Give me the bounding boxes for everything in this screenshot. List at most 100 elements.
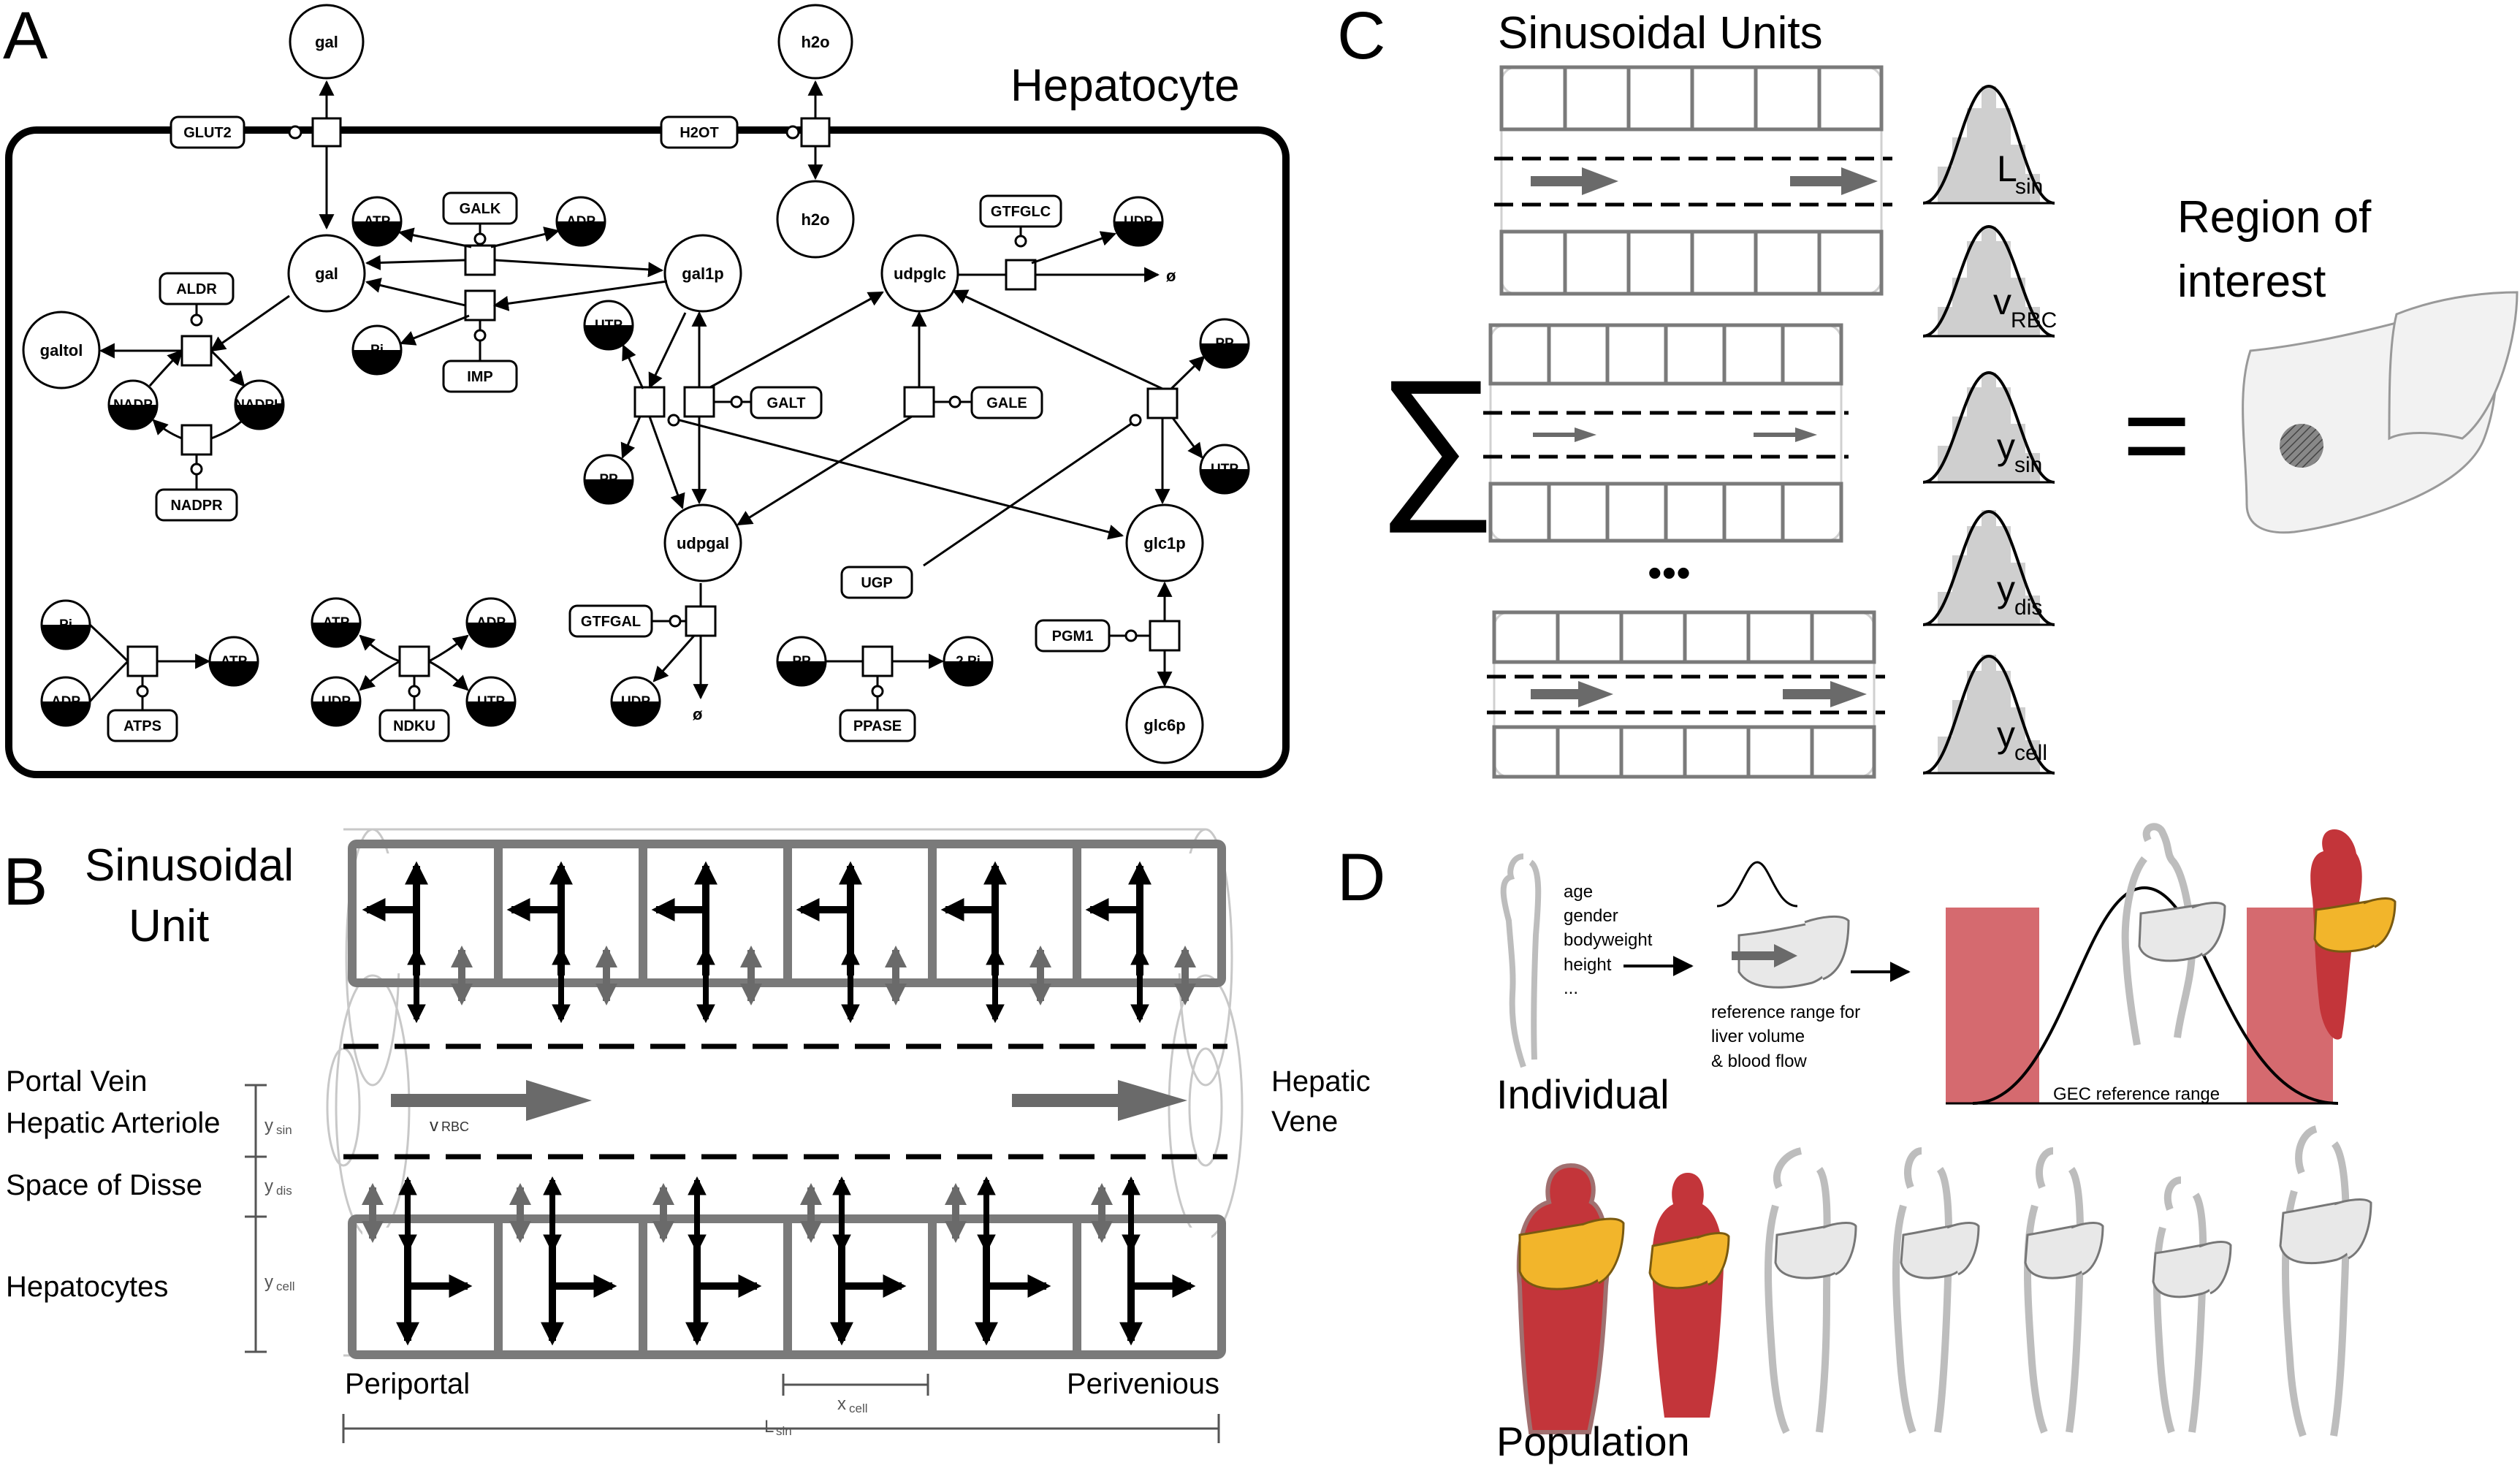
pp-label: PP bbox=[599, 472, 618, 487]
udp-label: UDP bbox=[1124, 214, 1153, 229]
gal-external-node bbox=[289, 4, 365, 80]
atp-label: ATP bbox=[221, 654, 248, 669]
galk-label: GALK bbox=[460, 201, 501, 217]
pp-substrate-ppase: PP bbox=[776, 636, 827, 687]
nadpr-reaction bbox=[180, 424, 213, 456]
dist-v-rbc-main: v bbox=[1993, 281, 2011, 322]
ndku-label: NDKU bbox=[393, 718, 435, 734]
atp-label: ATP bbox=[364, 214, 391, 229]
h2o-external-label: h2o bbox=[801, 33, 829, 51]
reference-caption-line2: liver volume bbox=[1711, 1027, 1805, 1046]
pi-label: Pi bbox=[59, 617, 72, 633]
liver-region-of-interest bbox=[2242, 291, 2519, 534]
panel-d-letter: D bbox=[1337, 840, 1385, 915]
sum-symbol: ∑ bbox=[1377, 345, 1497, 533]
pp-label: PP bbox=[792, 654, 811, 669]
atp-cofactor-galk: ATP bbox=[351, 196, 403, 247]
panel-b-title-line2: Unit bbox=[129, 901, 209, 951]
udp-label: UDP bbox=[321, 694, 351, 710]
population-person-4 bbox=[1892, 1147, 1980, 1434]
utp-label: UTP bbox=[595, 318, 623, 333]
ppase-reaction bbox=[861, 645, 894, 677]
x-cell-label: x bbox=[837, 1394, 846, 1414]
nadpr-label: NADPR bbox=[170, 498, 223, 514]
gale-reaction bbox=[903, 386, 935, 418]
atps-reaction bbox=[126, 645, 159, 677]
covariate-ellipsis: ... bbox=[1564, 978, 1578, 998]
h2o-label: h2o bbox=[801, 210, 829, 229]
space-of-disse-label: Space of Disse bbox=[6, 1169, 202, 1201]
v-rbc-label: v bbox=[430, 1116, 438, 1136]
adp-product-ndku: ADP bbox=[465, 597, 517, 648]
h2ot-label: H2OT bbox=[680, 125, 718, 141]
panel-d: D age gender bodyweight height ... refer… bbox=[1337, 823, 2397, 1464]
ndku-reaction bbox=[398, 645, 430, 677]
h2o-external-node bbox=[777, 4, 853, 80]
gal-node bbox=[287, 234, 366, 313]
utp-cofactor-ugp: UTP bbox=[1199, 444, 1250, 495]
portal-vein-label: Portal Vein bbox=[6, 1065, 147, 1098]
y-sin-subscript: sin bbox=[276, 1123, 292, 1137]
adp-label: ADP bbox=[476, 615, 506, 631]
panel-a: A Hepatocyte gal h2o GLUT2 H2OT gal h2o … bbox=[3, 0, 1290, 778]
periportal-label: Periportal bbox=[345, 1368, 470, 1400]
y-dis-subscript: dis bbox=[276, 1184, 292, 1198]
udpgal-label: udpgal bbox=[677, 534, 729, 552]
distribution-y-cell bbox=[1922, 654, 2055, 775]
nadp-label: NADP bbox=[113, 398, 153, 413]
covariates-list: age gender bodyweight height ... bbox=[1564, 882, 1653, 998]
reference-liver-icon bbox=[1732, 915, 1850, 989]
dist-y-sin-sub: sin bbox=[2014, 453, 2042, 477]
gec-lower-out-of-range bbox=[1946, 908, 2039, 1103]
dist-y-dis-main: y bbox=[1997, 568, 2015, 609]
panel-c-letter: C bbox=[1337, 0, 1385, 73]
reference-distribution bbox=[1716, 861, 1798, 908]
udp-cofactor-ndku: UDP bbox=[311, 676, 362, 727]
perivenious-label: Perivenious bbox=[1067, 1368, 1219, 1400]
udp-label: UDP bbox=[621, 694, 650, 710]
roi-hatched-circle bbox=[2280, 424, 2323, 468]
hepatocytes-label: Hepatocytes bbox=[6, 1271, 168, 1303]
pp-label: PP bbox=[1215, 336, 1234, 351]
ndku-box bbox=[378, 709, 450, 742]
panel-b-letter: B bbox=[3, 845, 47, 919]
pi-cofactor-imp: Pi bbox=[351, 324, 403, 376]
gal-external-label: gal bbox=[315, 33, 338, 51]
roi-label-line2: interest bbox=[2177, 256, 2326, 307]
h2ot-reaction bbox=[800, 117, 831, 148]
gal1p-label: gal1p bbox=[682, 265, 723, 283]
population-person-3 bbox=[1765, 1147, 1857, 1434]
pgm1-label: PGM1 bbox=[1052, 628, 1094, 644]
population-person-2 bbox=[1648, 1173, 1730, 1418]
pp-cofactor-galt: PP bbox=[583, 454, 634, 505]
pp-cofactor-ugp: PP bbox=[1199, 318, 1250, 369]
l-sin-subscript: sin bbox=[776, 1424, 792, 1438]
y-dis-label: y bbox=[264, 1176, 273, 1196]
sinusoid-unit-1 bbox=[1494, 65, 1892, 296]
pi-cofactor-atps: Pi bbox=[40, 599, 91, 650]
udpgal-node bbox=[663, 503, 742, 582]
nadp-cofactor: NADP bbox=[107, 379, 159, 430]
covariate-gender: gender bbox=[1564, 906, 1618, 926]
panel-a-letter: A bbox=[3, 0, 48, 73]
two-pi-label: 2 Pi bbox=[956, 654, 981, 669]
glut2-label: GLUT2 bbox=[183, 125, 232, 141]
nadpr-box bbox=[155, 488, 238, 522]
distribution-y-dis bbox=[1922, 509, 2055, 626]
gtfglc-label: GTFGLC bbox=[991, 204, 1051, 220]
sinusoid-unit-2 bbox=[1483, 323, 1849, 543]
hepatic-vene-label-2: Vene bbox=[1271, 1106, 1338, 1138]
ppase-box bbox=[839, 709, 916, 742]
udp-cofactor-gtfglc: UDP bbox=[1113, 196, 1164, 247]
galt-label: GALT bbox=[767, 395, 806, 411]
panel-b: B Sinusoidal Unit bbox=[3, 828, 1371, 1443]
reference-caption-line3: & blood flow bbox=[1711, 1051, 1807, 1071]
glc1p-label: glc1p bbox=[1143, 534, 1185, 552]
dist-y-dis-sub: dis bbox=[2014, 596, 2042, 620]
panel-b-title-line1: Sinusoidal bbox=[85, 840, 294, 891]
empty-set-symbol-2: ø bbox=[693, 705, 703, 723]
h2o-node bbox=[776, 180, 855, 259]
sinusoid-unit-3 bbox=[1487, 610, 1885, 779]
galt-reaction-1 bbox=[633, 386, 666, 418]
atp-product-atps: ATP bbox=[208, 636, 259, 687]
